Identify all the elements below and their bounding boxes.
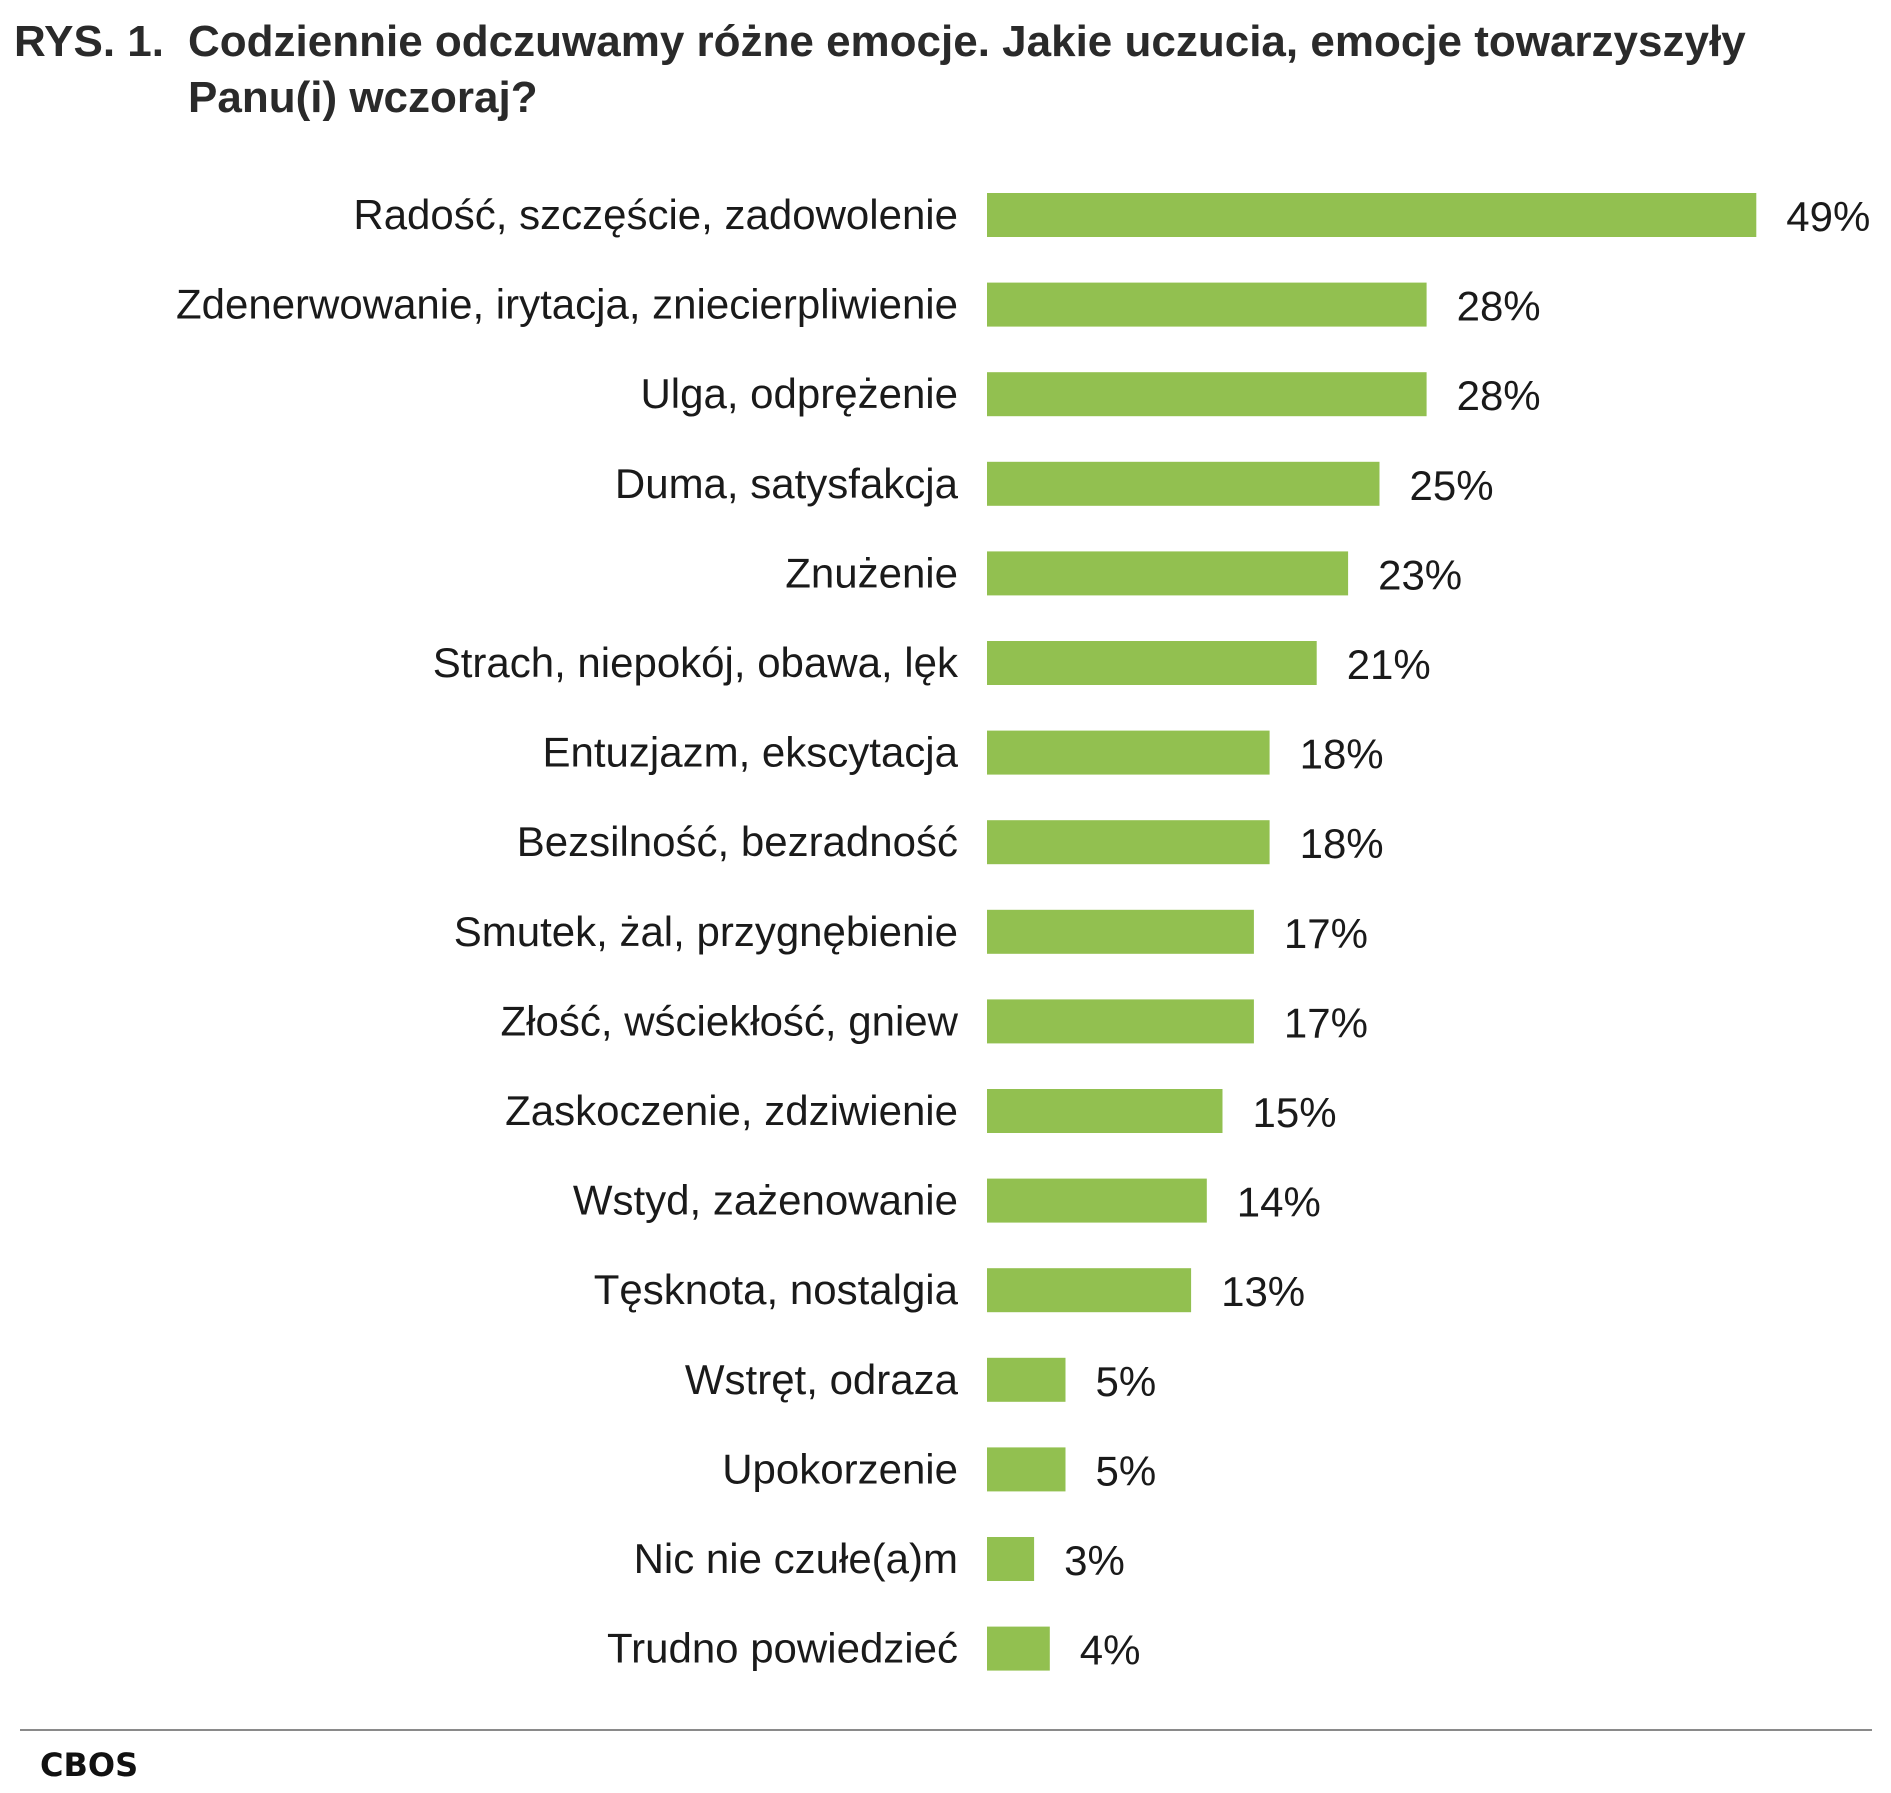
bar	[987, 909, 1254, 954]
category-label: Ulga, odprężenie	[640, 370, 958, 417]
value-label: 28%	[1457, 372, 1541, 419]
category-label: Złość, wściekłość, gniew	[501, 997, 959, 1044]
category-label: Tęsknota, nostalgia	[594, 1266, 959, 1313]
bar	[987, 1357, 1066, 1402]
category-label: Upokorzenie	[722, 1445, 958, 1492]
bar-chart: Radość, szczęście, zadowolenie 49% Zdenerw…	[176, 191, 1870, 1674]
category-label: Radość, szczęście, zadowolenie	[353, 191, 958, 238]
value-label: 17%	[1284, 999, 1368, 1046]
source-label: CBOS	[40, 1746, 139, 1784]
bar	[987, 193, 1757, 237]
bar	[987, 1626, 1050, 1671]
value-label: 28%	[1457, 283, 1541, 330]
category-label: Trudno powiedzieć	[607, 1625, 958, 1672]
category-label: Entuzjazm, ekscytacja	[543, 729, 959, 776]
bar	[987, 282, 1427, 327]
category-label: Bezsilność, bezradność	[517, 818, 958, 865]
category-label: Wstyd, zażenowanie	[573, 1177, 958, 1224]
value-label: 23%	[1378, 551, 1462, 598]
value-label: 5%	[1096, 1447, 1157, 1494]
category-label: Smutek, żal, przygnębienie	[454, 908, 958, 955]
category-label: Znużenie	[785, 549, 958, 596]
bar	[987, 372, 1427, 417]
figure-number: RYS. 1.	[14, 17, 164, 66]
bar	[987, 999, 1254, 1044]
bar	[987, 641, 1317, 685]
value-label: 17%	[1284, 910, 1368, 957]
value-label: 3%	[1064, 1537, 1125, 1584]
bar	[987, 1447, 1066, 1492]
value-label: 18%	[1300, 820, 1384, 867]
value-label: 21%	[1347, 641, 1431, 688]
category-label: Zaskoczenie, zdziwienie	[505, 1087, 958, 1134]
bar	[987, 820, 1270, 865]
bar	[987, 1537, 1035, 1581]
bar	[987, 1178, 1207, 1223]
value-label: 15%	[1253, 1089, 1337, 1136]
category-label: Zdenerwowanie, irytacja, zniecierpliwien…	[176, 281, 958, 328]
footer-divider	[20, 1729, 1872, 1731]
bar	[987, 461, 1380, 506]
bar	[987, 1268, 1192, 1313]
category-label: Wstręt, odraza	[685, 1356, 959, 1403]
value-label: 13%	[1221, 1268, 1305, 1315]
bar	[987, 730, 1270, 775]
value-label: 14%	[1237, 1179, 1321, 1226]
value-label: 49%	[1786, 193, 1870, 240]
category-label: Nic nie czułe(a)m	[634, 1535, 958, 1582]
bar	[987, 1089, 1223, 1133]
value-label: 5%	[1096, 1358, 1157, 1405]
figure-question: Codziennie odczuwamy różne emocje. Jakie…	[188, 17, 1746, 122]
value-label: 18%	[1300, 731, 1384, 778]
value-label: 25%	[1410, 462, 1494, 509]
chart-title: RYS. 1. Codziennie odczuwamy różne emocje…	[14, 14, 1874, 126]
category-label: Strach, niepokój, obawa, lęk	[433, 639, 959, 686]
value-label: 4%	[1080, 1627, 1141, 1674]
bar	[987, 551, 1349, 596]
category-label: Duma, satysfakcja	[615, 460, 959, 507]
